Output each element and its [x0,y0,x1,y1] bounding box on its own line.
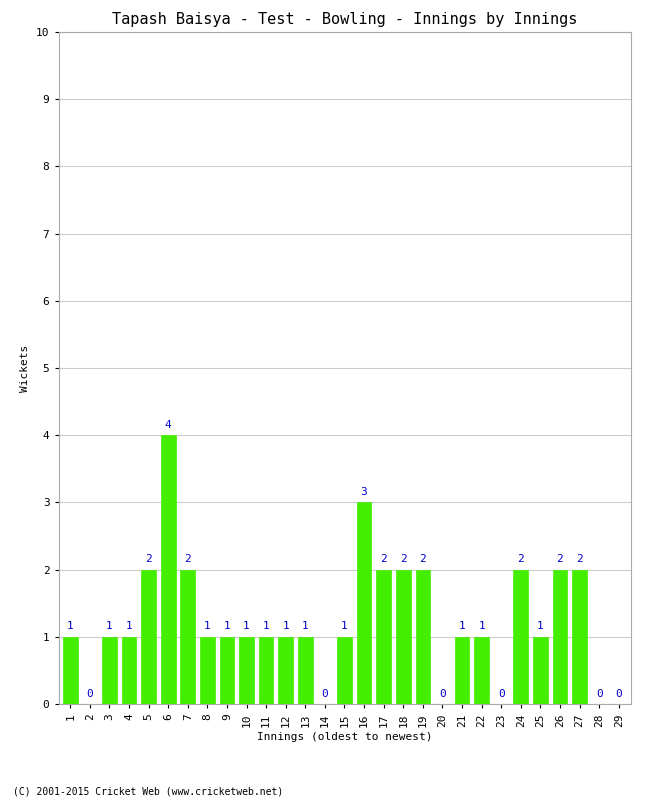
Text: 2: 2 [380,554,387,564]
Bar [514,570,528,704]
Bar [533,637,548,704]
Bar [552,570,567,704]
Text: 1: 1 [106,622,113,631]
Text: 1: 1 [478,622,485,631]
Text: 2: 2 [400,554,407,564]
Bar [141,570,156,704]
Y-axis label: Wickets: Wickets [20,344,31,392]
Text: 2: 2 [517,554,524,564]
Text: 1: 1 [125,622,133,631]
Text: 1: 1 [459,622,465,631]
Text: 0: 0 [616,689,622,698]
Bar [63,637,77,704]
Text: 1: 1 [243,622,250,631]
Text: 1: 1 [263,622,270,631]
Bar [181,570,195,704]
Text: 0: 0 [86,689,93,698]
Bar [396,570,411,704]
Text: (C) 2001-2015 Cricket Web (www.cricketweb.net): (C) 2001-2015 Cricket Web (www.cricketwe… [13,786,283,796]
Text: 1: 1 [204,622,211,631]
Bar [278,637,293,704]
Text: 4: 4 [165,420,172,430]
Bar [357,502,371,704]
Text: 0: 0 [498,689,504,698]
Text: 1: 1 [67,622,73,631]
Bar [298,637,313,704]
Bar [102,637,117,704]
Bar [572,570,587,704]
Text: 1: 1 [282,622,289,631]
Text: 2: 2 [576,554,583,564]
Bar [376,570,391,704]
Text: 1: 1 [224,622,230,631]
Bar [455,637,469,704]
Title: Tapash Baisya - Test - Bowling - Innings by Innings: Tapash Baisya - Test - Bowling - Innings… [112,12,577,26]
Text: 0: 0 [439,689,446,698]
Bar [122,637,136,704]
Text: 1: 1 [537,622,544,631]
Text: 0: 0 [596,689,603,698]
Text: 1: 1 [302,622,309,631]
Bar [259,637,274,704]
Text: 2: 2 [556,554,564,564]
Text: 1: 1 [341,622,348,631]
Bar [161,435,176,704]
Bar [337,637,352,704]
Text: 2: 2 [185,554,191,564]
Text: 0: 0 [322,689,328,698]
Bar [415,570,430,704]
Bar [239,637,254,704]
Text: 3: 3 [361,487,367,497]
Bar [474,637,489,704]
Text: 2: 2 [145,554,152,564]
Text: 2: 2 [419,554,426,564]
Bar [200,637,214,704]
Bar [220,637,234,704]
X-axis label: Innings (oldest to newest): Innings (oldest to newest) [257,732,432,742]
